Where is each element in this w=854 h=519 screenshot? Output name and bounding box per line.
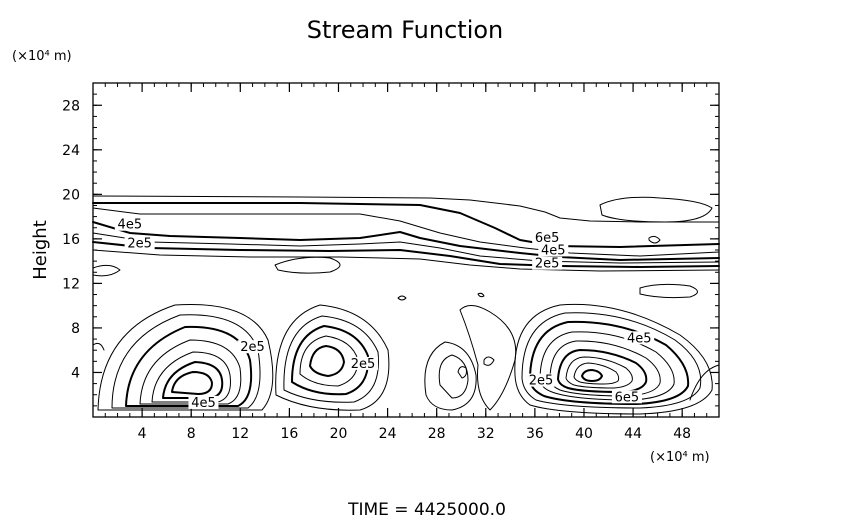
contour-label: 4e5 <box>191 396 216 411</box>
contour-vortex-c-1 <box>514 303 713 415</box>
x-tick-label: 36 <box>526 426 544 442</box>
contour-eddy-2 <box>438 354 469 399</box>
contour-left-edge <box>92 342 105 351</box>
contour-label: 6e5 <box>615 390 640 405</box>
contour-upper-6 <box>92 241 720 268</box>
contour-vortex-c-7 <box>565 356 633 389</box>
contour-label-bg <box>538 243 569 257</box>
contour-vortex-a-4 <box>139 339 242 405</box>
contour-vortex-b-3 <box>291 325 370 396</box>
contour-upper-blob-small <box>648 235 661 244</box>
contour-vortex-c-8 <box>573 362 620 385</box>
x-tick-label: 8 <box>187 426 196 442</box>
contour-mid-blob-3 <box>639 283 698 299</box>
y-tick-label: 24 <box>62 143 80 159</box>
contour-label-bg <box>237 340 268 354</box>
contour-vortex-c-9 <box>581 369 603 382</box>
contour-mid-dot-2 <box>477 292 485 298</box>
contour-vortex-b-2 <box>283 315 379 403</box>
contour-mid-dot-1 <box>397 295 407 301</box>
chart-title: Stream Function <box>307 16 504 44</box>
y-tick-label: 28 <box>62 98 80 114</box>
contour-label-bg <box>188 395 219 409</box>
contour-upper-4 <box>92 221 720 261</box>
contour-vortex-a-6 <box>162 361 224 399</box>
x-tick-label: 28 <box>428 426 446 442</box>
contour-vortex-c-2 <box>521 312 702 409</box>
contour-upper-3 <box>92 207 720 257</box>
x-unit-label: (×10⁴ m) <box>650 450 710 465</box>
contour-label: 2e5 <box>535 257 560 272</box>
contour-vortex-a-5 <box>151 351 231 403</box>
contour-lines <box>92 195 720 415</box>
contour-label: 4e5 <box>541 243 566 258</box>
contour-vortex-b-1 <box>275 304 390 411</box>
contour-vortex-a-3 <box>125 325 253 407</box>
y-axis-ticks: 4 8 12 16 20 24 28 <box>62 93 719 407</box>
contour-label-bg <box>526 373 557 387</box>
contour-eddy-5 <box>483 356 495 366</box>
contour-label-bg <box>348 356 379 370</box>
contour-label-bg <box>624 331 655 345</box>
x-tick-label: 24 <box>379 426 397 442</box>
y-tick-label: 4 <box>71 365 80 381</box>
contour-eddy-3 <box>457 366 467 379</box>
contour-eddy-1 <box>424 341 477 411</box>
y-axis-label: Height <box>30 220 51 280</box>
x-axis-ticks: 4 8 12 16 20 24 28 32 36 40 44 48 <box>104 83 708 442</box>
x-tick-label: 40 <box>575 426 593 442</box>
contour-upper-2 <box>92 202 720 248</box>
contour-label: 2e5 <box>127 237 152 252</box>
contour-label: 2e5 <box>240 340 265 355</box>
contour-label: 2e5 <box>351 357 376 372</box>
contour-upper-blob-right <box>599 196 713 223</box>
contour-upper-5 <box>92 232 720 264</box>
contour-upper-1 <box>92 195 720 223</box>
x-tick-label: 32 <box>477 426 495 442</box>
contour-label: 2e5 <box>529 374 554 389</box>
y-tick-label: 16 <box>62 232 80 248</box>
contour-vortex-c-6 <box>557 349 648 393</box>
x-tick-label: 20 <box>330 426 348 442</box>
contour-label-bg <box>532 256 563 270</box>
y-tick-label: 12 <box>62 276 80 292</box>
contour-label: 4e5 <box>118 218 143 233</box>
contour-label: 4e5 <box>627 331 652 346</box>
contour-vortex-b-5 <box>309 345 345 377</box>
y-tick-label: 20 <box>62 187 80 203</box>
contour-eddy-4 <box>459 305 517 411</box>
contour-vortex-a-2 <box>111 314 261 409</box>
contour-label-bg <box>532 231 563 245</box>
contour-label: 6e5 <box>535 231 560 246</box>
contour-vortex-a-1 <box>97 303 274 411</box>
contour-vortex-a-7 <box>171 371 213 395</box>
contour-upper-7 <box>92 249 720 272</box>
contour-mid-blob-1 <box>274 256 341 274</box>
x-tick-label: 12 <box>231 426 249 442</box>
x-tick-label: 16 <box>280 426 298 442</box>
contour-vortex-c-4 <box>539 331 675 401</box>
contour-bottom-right <box>689 364 720 401</box>
contour-label-bg <box>114 217 145 231</box>
contour-label-bg <box>124 236 155 250</box>
contour-vortex-c-3 <box>529 320 690 405</box>
time-footer: TIME = 4425000.0 <box>347 500 506 519</box>
contour-vortex-c-5 <box>549 340 661 397</box>
y-unit-label: (×10⁴ m) <box>12 49 72 64</box>
contour-label-bg <box>611 390 642 404</box>
x-tick-label: 48 <box>673 426 691 442</box>
y-tick-label: 8 <box>71 321 80 337</box>
x-tick-label: 4 <box>138 426 147 442</box>
contour-mid-blob-2 <box>92 264 121 277</box>
x-tick-label: 44 <box>624 426 642 442</box>
